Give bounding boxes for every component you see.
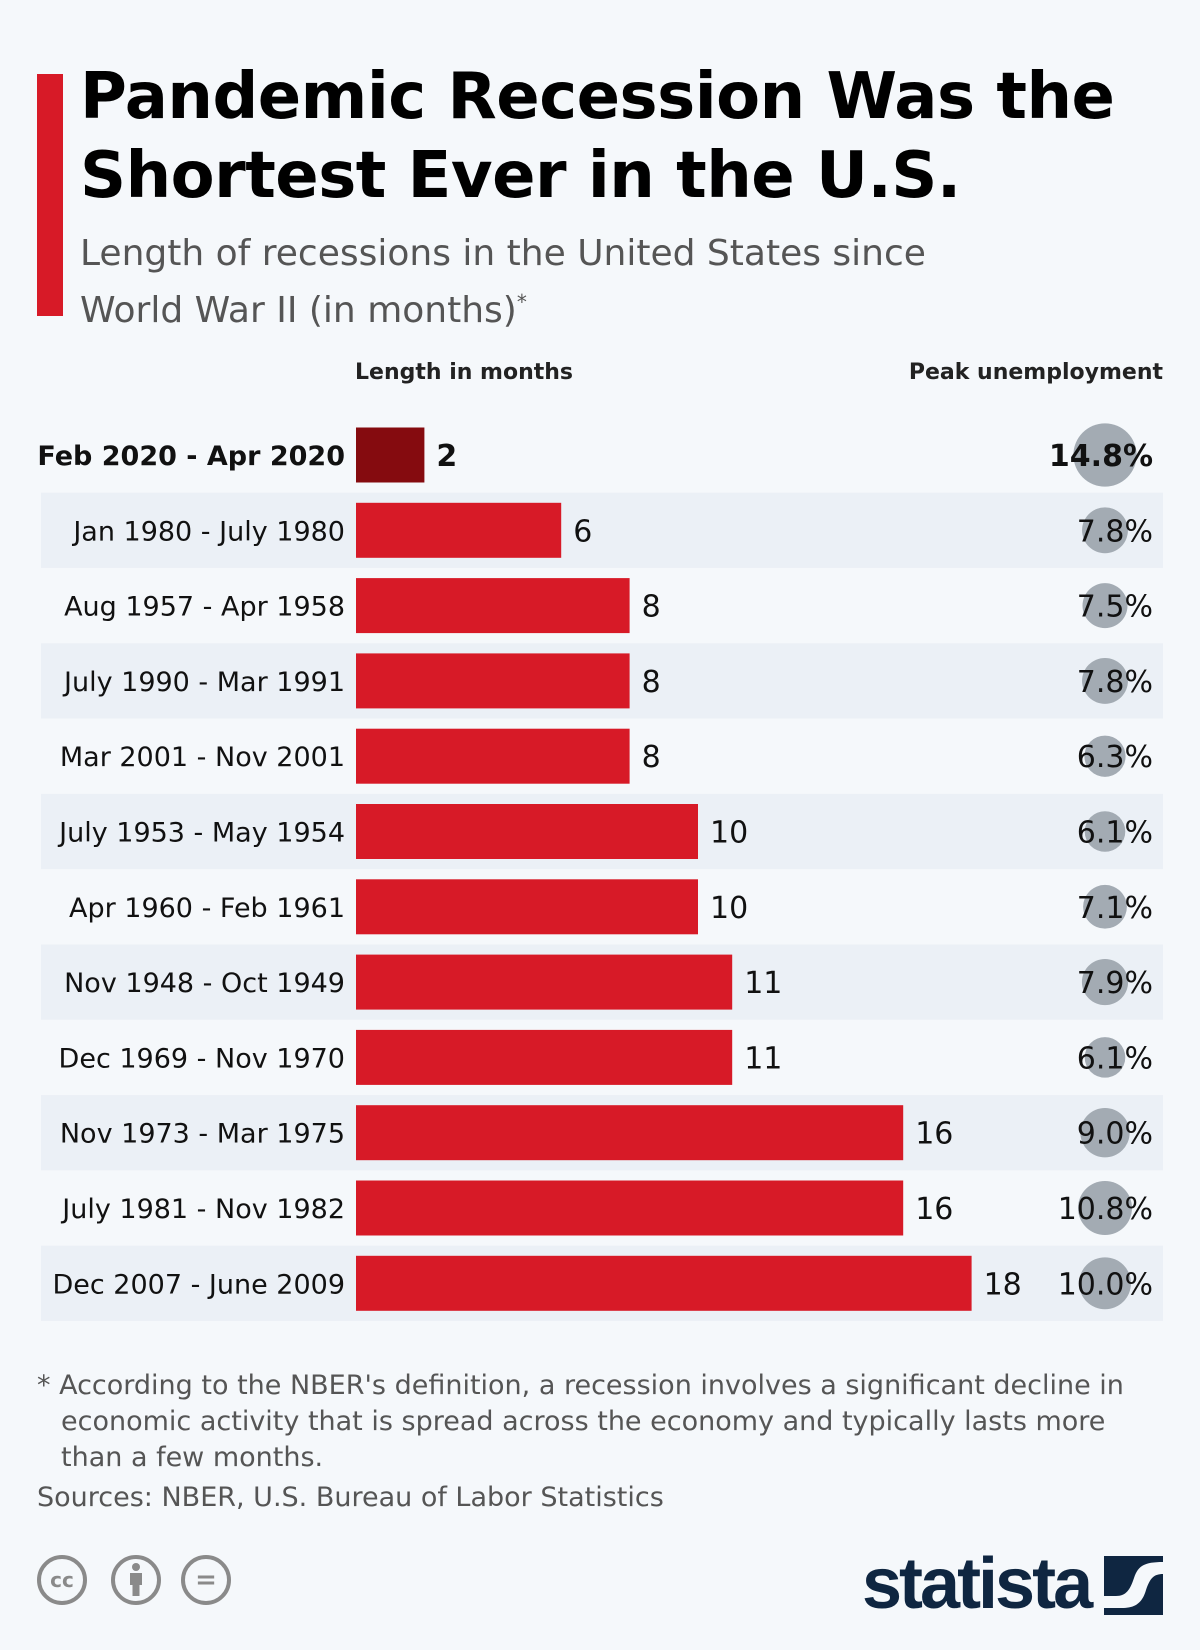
bar-value-label: 10	[710, 891, 748, 926]
category-label: Mar 2001 - Nov 2001	[60, 742, 345, 773]
footnote: * According to the NBER's definition, a …	[37, 1368, 1157, 1476]
by-icon	[111, 1555, 161, 1605]
chart: Feb 2020 - Apr 2020 2 14.8% Jan 1980 - July…	[37, 423, 1163, 1311]
unemployment-bubble	[1084, 735, 1126, 777]
unemployment-bubble	[1080, 1108, 1130, 1158]
unemployment-label: 9.0%	[1077, 1117, 1153, 1152]
unemployment-label: 7.8%	[1077, 514, 1153, 549]
person-glyph	[130, 1563, 142, 1596]
bar	[356, 427, 425, 483]
page-title: Pandemic Recession Was the Shortest Ever…	[80, 60, 1115, 213]
bar-value-label: 11	[744, 1041, 782, 1076]
unemployment-label: 7.8%	[1077, 665, 1153, 700]
unemployment-label: 10.0%	[1058, 1267, 1153, 1302]
unemployment-label: 14.8%	[1049, 439, 1153, 474]
nd-glyph: =	[195, 1565, 217, 1595]
category-label: Nov 1948 - Oct 1949	[64, 968, 345, 999]
bar	[356, 1029, 733, 1085]
category-label: Nov 1973 - Mar 1975	[60, 1119, 345, 1150]
unemployment-label: 6.1%	[1077, 816, 1153, 851]
bar	[356, 804, 698, 859]
unemployment-label: 7.1%	[1077, 891, 1153, 926]
unemployment-bubble	[1082, 507, 1128, 554]
cc-icon: cc	[37, 1555, 87, 1605]
bar	[356, 1180, 904, 1236]
bar	[356, 1105, 904, 1161]
bar	[356, 879, 698, 935]
bar-value-label: 11	[744, 966, 782, 1001]
bar	[356, 728, 630, 784]
category-label: Jan 1980 - July 1980	[71, 516, 345, 547]
unemployment-label: 7.9%	[1077, 966, 1153, 1001]
bar	[356, 653, 630, 709]
subtitle-text: Length of recessions in the United State…	[80, 233, 926, 331]
statista-logo-mark	[1104, 1556, 1163, 1615]
unemployment-bubble	[1079, 1257, 1131, 1310]
bar-value-label: 6	[573, 514, 592, 549]
bar-value-label: 8	[642, 740, 661, 775]
unemployment-bubble	[1081, 959, 1129, 1006]
category-label: Aug 1957 - Apr 1958	[64, 592, 345, 623]
row-background	[41, 492, 1163, 568]
subtitle-footnote-mark: *	[516, 290, 527, 314]
header-peak-unemployment: Peak unemployment	[908, 360, 1163, 385]
sources: Sources: NBER, U.S. Bureau of Labor Stat…	[37, 1482, 664, 1513]
bar	[356, 954, 733, 1010]
category-label: Dec 2007 - June 2009	[52, 1269, 345, 1300]
cc-glyph: cc	[50, 1568, 74, 1592]
unemployment-bubble	[1083, 884, 1127, 929]
bar-value-label: 8	[642, 665, 661, 700]
category-label: Feb 2020 - Apr 2020	[37, 441, 345, 472]
subtitle: Length of recessions in the United State…	[80, 230, 980, 335]
category-label: Dec 1969 - Nov 1970	[59, 1043, 345, 1074]
bar-value-label: 10	[710, 816, 748, 851]
unemployment-bubble	[1073, 423, 1137, 487]
title-accent-bar	[37, 74, 63, 316]
category-label: July 1953 - May 1954	[57, 818, 345, 849]
footnote-text: * According to the NBER's definition, a …	[37, 1370, 1124, 1473]
statista-logo: statista	[862, 1544, 1093, 1624]
unemployment-bubble	[1082, 657, 1128, 704]
unemployment-label: 10.8%	[1058, 1192, 1153, 1227]
bar	[356, 502, 562, 558]
unemployment-bubble	[1084, 811, 1126, 852]
unemployment-bubble	[1078, 1181, 1132, 1235]
unemployment-label: 6.1%	[1077, 1041, 1153, 1076]
unemployment-label: 7.5%	[1077, 590, 1153, 625]
unemployment-bubble	[1084, 1037, 1126, 1078]
unemployment-label: 6.3%	[1077, 740, 1153, 775]
category-label: July 1981 - Nov 1982	[60, 1194, 345, 1225]
bar	[356, 1255, 972, 1311]
nd-icon: =	[181, 1555, 231, 1605]
category-label: July 1990 - Mar 1991	[62, 667, 345, 698]
bar-value-label: 2	[436, 439, 457, 474]
unemployment-bubble	[1082, 583, 1128, 629]
bar-value-label: 16	[915, 1117, 953, 1152]
bar-value-label: 16	[915, 1192, 953, 1227]
bar-value-label: 18	[984, 1267, 1022, 1302]
bar-value-label: 8	[642, 590, 661, 625]
header-length: Length in months	[355, 360, 574, 385]
category-label: Apr 1960 - Feb 1961	[69, 893, 345, 924]
bar	[356, 578, 630, 634]
